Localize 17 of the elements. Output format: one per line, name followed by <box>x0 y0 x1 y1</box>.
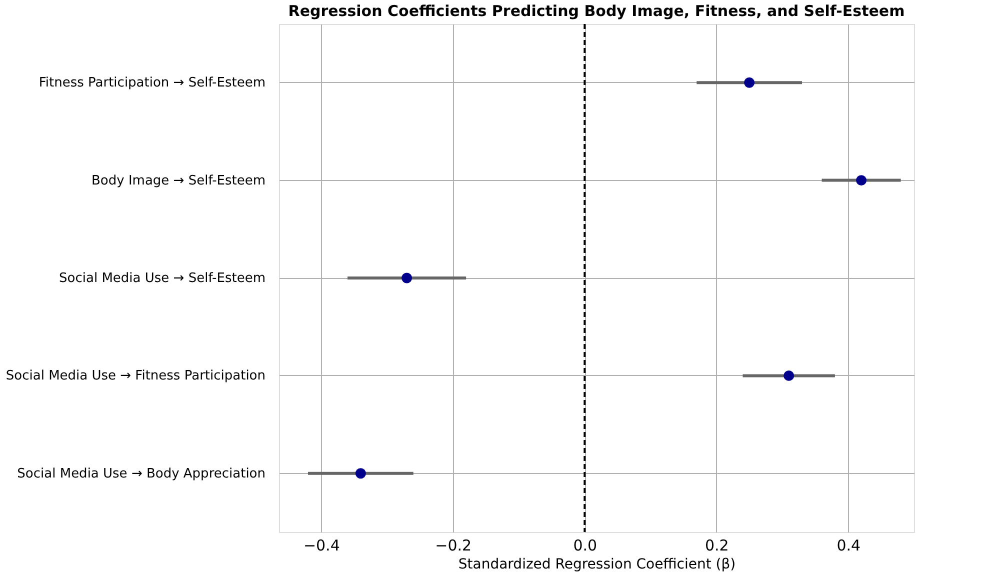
point <box>784 370 794 381</box>
y-tick-label: Social Media Use → Fitness Participation <box>6 368 266 384</box>
y-tick-label: Fitness Participation → Self-Esteem <box>38 76 266 91</box>
point <box>355 468 366 479</box>
x-tick-label: 0.4 <box>836 536 861 554</box>
chart-title: Regression Coefficients Predicting Body Image, Fitness, and Self-Esteem <box>288 2 905 20</box>
point <box>402 272 412 284</box>
x-tick-label: 0.2 <box>704 536 729 554</box>
y-tick-label: Body Image → Self-Esteem <box>92 173 266 188</box>
point <box>856 175 867 186</box>
x-tick-label: −0.4 <box>303 536 340 554</box>
x-axis-title: Standardized Regression Coefficient (β) <box>458 556 736 572</box>
x-tick-label: 0.0 <box>573 536 598 554</box>
x-tick-label: −0.2 <box>435 536 472 554</box>
point <box>744 77 755 88</box>
y-tick-label: Social Media Use → Body Appreciation <box>17 466 266 482</box>
y-tick-label: Social Media Use → Self-Esteem <box>59 271 266 286</box>
